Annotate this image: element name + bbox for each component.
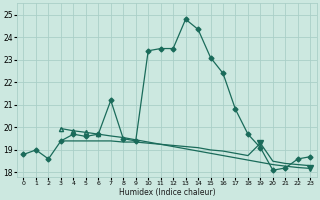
X-axis label: Humidex (Indice chaleur): Humidex (Indice chaleur): [119, 188, 215, 197]
